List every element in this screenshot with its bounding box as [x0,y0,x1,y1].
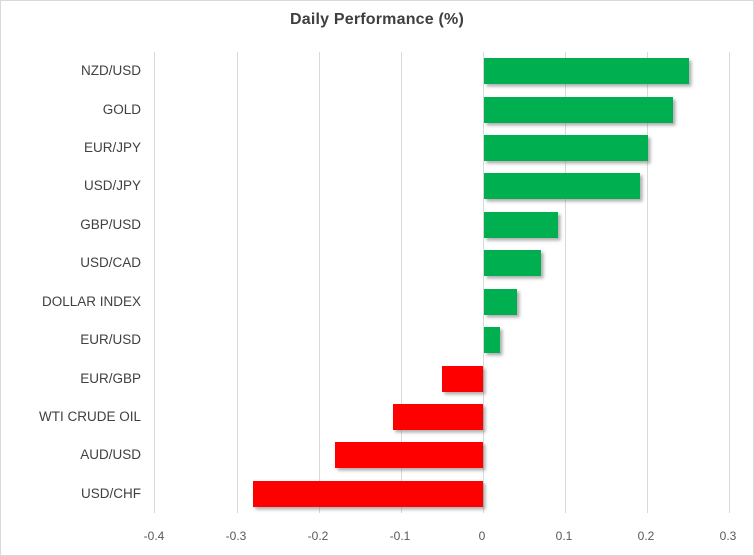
x-tick-label: -0.4 [143,529,165,543]
x-tick-label: 0.3 [719,529,737,543]
x-tick-label: -0.1 [389,529,411,543]
gridline [237,52,238,513]
gridline [565,52,566,513]
bar-eur-usd [484,327,500,353]
chart-title: Daily Performance (%) [289,11,465,28]
plot-area [154,52,730,513]
bar-gbp-usd [484,212,558,238]
category-label: USD/CHF [81,486,141,501]
bar-usd-cad [484,250,541,276]
bar-usd-chf [253,481,483,507]
gridline [729,52,730,513]
gridline [647,52,648,513]
category-label: EUR/USD [80,332,141,347]
gridline [319,52,320,513]
bar-nzd-usd [484,58,689,84]
category-label: EUR/JPY [83,140,141,155]
x-tick-label: -0.3 [225,529,247,543]
category-label: GBP/USD [80,217,141,232]
bar-wti-crude-oil [393,404,483,430]
category-label: GOLD [102,102,141,117]
gridline [401,52,402,513]
gridline [483,52,484,513]
category-label: EUR/GBP [80,371,141,386]
bar-dollar-index [484,289,517,315]
x-tick-label: 0.2 [637,529,655,543]
category-label: AUD/USD [80,447,141,462]
x-tick-label: 0.1 [555,529,573,543]
x-tick-label: -0.2 [307,529,329,543]
bar-aud-usd [335,442,483,468]
bar-eur-jpy [484,135,648,161]
bar-usd-jpy [484,173,640,199]
category-label: WTI CRUDE OIL [38,409,141,424]
category-label: USD/JPY [83,178,141,193]
category-label: DOLLAR INDEX [41,294,141,309]
bar-gold [484,97,673,123]
bar-eur-gbp [442,366,483,392]
category-label: USD/CAD [80,255,141,270]
x-tick-label: 0 [478,529,486,543]
category-label: NZD/USD [81,63,141,78]
